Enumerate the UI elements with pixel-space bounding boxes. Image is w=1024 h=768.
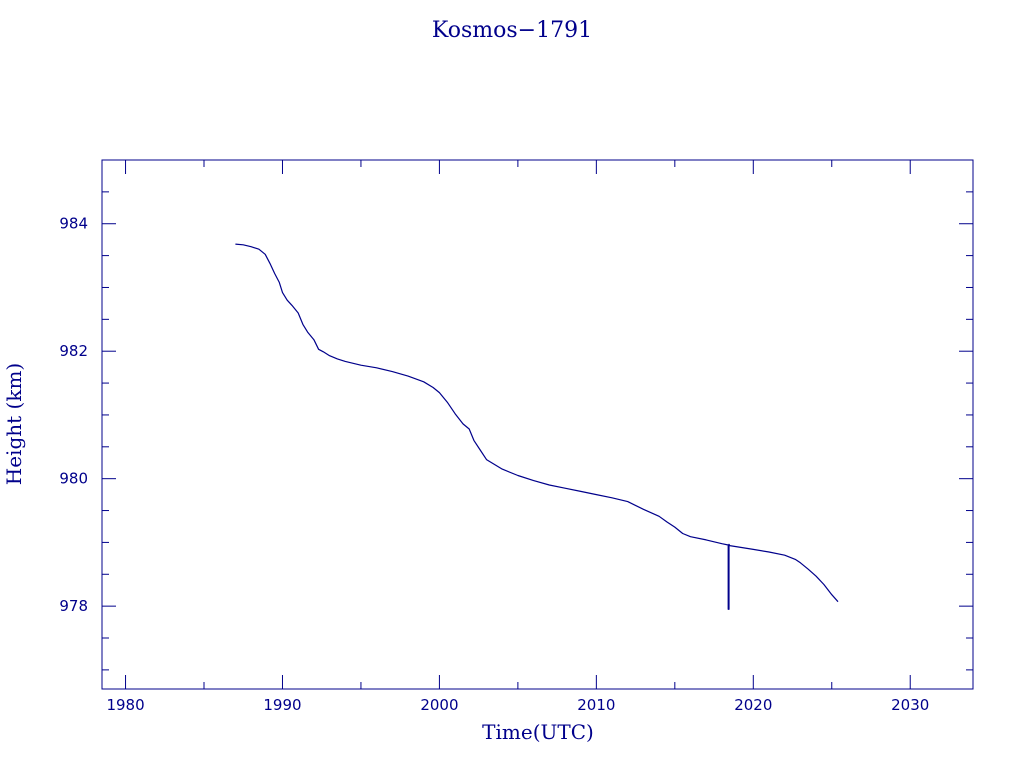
x-tick-labels: 1980 1990 2000 2010 2020 2030 — [106, 696, 929, 714]
x-tick-label: 1990 — [263, 696, 301, 714]
y-tick-label: 982 — [59, 342, 88, 360]
x-axis-label: Time(UTC) — [482, 720, 594, 744]
x-tick-label: 2030 — [891, 696, 929, 714]
height-series-line — [235, 243, 839, 610]
chart-title: Kosmos−1791 — [432, 18, 592, 43]
axis-ticks — [102, 159, 973, 689]
x-tick-label: 2020 — [734, 696, 772, 714]
y-tick-label: 978 — [59, 597, 88, 615]
y-axis-label: Height (km) — [2, 363, 26, 485]
x-tick-label: 1980 — [106, 696, 144, 714]
y-tick-label: 984 — [59, 215, 88, 233]
x-tick-label: 2000 — [420, 696, 458, 714]
x-tick-label: 2010 — [577, 696, 615, 714]
y-tick-label: 980 — [59, 470, 88, 488]
y-tick-labels: 978 980 982 984 — [59, 215, 88, 615]
plot-frame — [101, 159, 974, 690]
